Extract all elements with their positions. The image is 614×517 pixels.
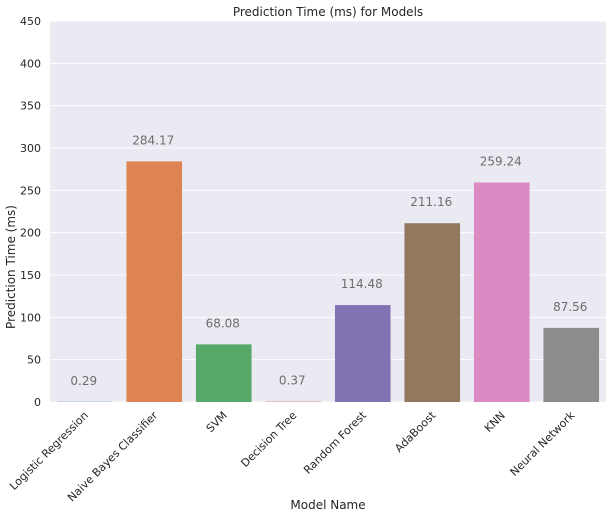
data-label: 0.37 [279, 374, 306, 388]
bar-neural-network [543, 327, 600, 402]
data-label: 211.16 [410, 195, 452, 209]
y-axis-title: Prediction Time (ms) [4, 205, 18, 329]
y-tick-label: 300 [20, 142, 41, 155]
bar-adaboost [404, 223, 461, 402]
data-label: 68.08 [206, 316, 240, 330]
x-tick-label: Decision Tree [238, 409, 299, 470]
x-tick-label: Logistic Regression [7, 409, 91, 493]
y-tick-label: 200 [20, 227, 41, 240]
chart-title: Prediction Time (ms) for Models [233, 5, 423, 19]
y-axis-ticks: 0 50 100 150 200 250 300 350 400 450 [20, 15, 41, 409]
y-tick-label: 350 [20, 100, 41, 113]
y-tick-label: 250 [20, 184, 41, 197]
data-label: 0.29 [70, 374, 97, 388]
y-tick-label: 100 [20, 311, 41, 324]
x-tick-label: SVM [204, 409, 230, 435]
data-label: 259.24 [480, 155, 522, 169]
x-tick-label: Neural Network [508, 408, 578, 478]
bars [56, 161, 600, 402]
data-labels: 0.29 284.17 68.08 0.37 114.48 211.16 259.24 87.… [70, 133, 587, 387]
y-tick-label: 0 [34, 396, 41, 409]
x-tick-label: Random Forest [301, 408, 369, 476]
x-axis-title: Model Name [290, 498, 365, 512]
y-tick-label: 450 [20, 15, 41, 28]
bar-svm [195, 344, 252, 402]
bar-naive-bayes-classifier [126, 161, 183, 402]
data-label: 87.56 [553, 300, 587, 314]
y-tick-label: 150 [20, 269, 41, 282]
x-tick-label: KNN [482, 409, 508, 435]
bar-knn [473, 182, 530, 402]
data-label: 114.48 [341, 277, 383, 291]
data-label: 284.17 [132, 133, 174, 147]
y-tick-label: 400 [20, 57, 41, 70]
x-tick-label: AdaBoost [392, 408, 439, 455]
bar-random-forest [334, 305, 391, 402]
y-tick-label: 50 [27, 354, 41, 367]
